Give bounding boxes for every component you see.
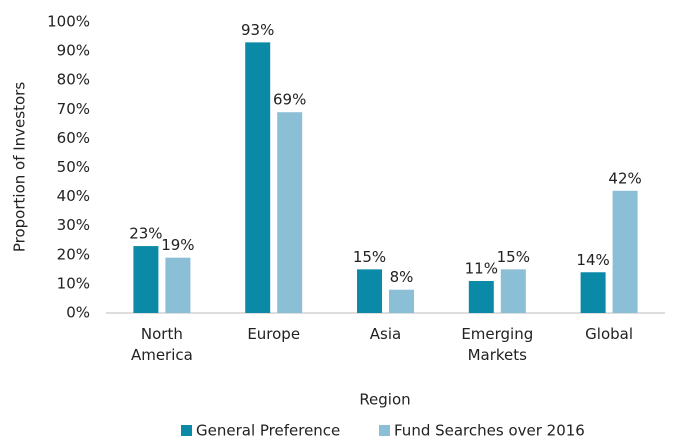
y-tick-label: 10% [57,274,90,292]
y-tick-label: 60% [57,129,90,147]
bar [580,272,606,313]
bar [133,246,159,313]
data-label: 15% [353,248,386,266]
data-label: 42% [608,169,641,187]
data-label: 69% [273,91,306,109]
x-axis-label: Region [359,391,410,409]
data-label: 11% [465,259,498,277]
y-tick-label: 90% [57,42,90,60]
x-tick-label: Emerging Markets [461,325,534,364]
bar [612,190,638,313]
y-tick-label: 20% [57,245,90,263]
y-tick-label: 80% [57,71,90,89]
x-tick-label: North America [130,325,193,364]
y-tick-label: 0% [66,304,90,322]
data-label: 23% [129,225,162,243]
bar [277,112,303,314]
y-axis-label: Proportion of Investors [11,82,29,252]
data-label: 19% [161,236,194,254]
y-tick-label: 40% [57,187,90,205]
x-tick-label: Global [585,325,634,343]
x-tick-label: Asia [369,325,402,343]
legend-label: General Preference [196,422,340,439]
y-tick-label: 50% [57,158,90,176]
bar [165,257,191,313]
data-label: 8% [390,268,414,286]
data-label: 15% [497,248,530,266]
y-tick-label: 30% [57,216,90,234]
legend-label: Fund Searches over 2016 [394,422,585,439]
data-label: 14% [576,251,609,269]
bar [500,269,526,313]
legend-swatch [181,425,192,436]
legend-swatch [379,425,390,436]
bar [245,42,271,314]
x-tick-label: Europe [247,325,301,343]
bar [468,280,494,313]
y-tick-label: 100% [47,13,90,31]
bar [389,289,414,313]
bar [357,269,382,313]
y-tick-label: 70% [57,100,90,118]
data-label: 93% [241,21,274,39]
